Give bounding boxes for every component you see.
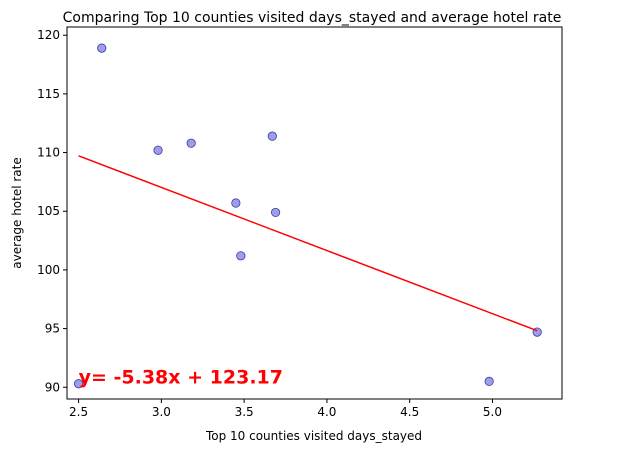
data-point [231,198,241,208]
y-tick-label: 120 [37,28,60,42]
y-axis: 90 95 100 105 110 115 120 [37,28,67,394]
x-tick-label: 4.5 [400,405,419,419]
y-tick-label: 110 [37,146,60,160]
x-tick-label: 5.0 [483,405,502,419]
data-point [97,43,107,53]
x-axis: 2.5 3.0 3.5 4.0 4.5 5.0 [69,399,502,419]
plot-area [73,43,542,389]
y-axis-title: average hotel rate [10,157,24,269]
x-tick-label: 3.5 [235,405,254,419]
data-point [270,207,281,218]
data-point [267,131,277,141]
x-tick-label: 3.0 [152,405,171,419]
chart-title: Comparing Top 10 counties visited days_s… [63,10,562,26]
y-tick-label: 100 [37,263,60,277]
plot-frame [66,26,563,400]
data-point [153,145,163,155]
x-tick-label: 4.0 [317,405,336,419]
y-tick-label: 105 [37,204,60,218]
x-axis-title: Top 10 counties visited days_stayed [205,429,422,443]
data-point [186,138,196,148]
y-tick-label: 90 [45,380,60,394]
x-tick-label: 2.5 [69,405,88,419]
data-point [484,376,494,386]
data-point [73,379,84,389]
y-tick-label: 115 [37,87,60,101]
regression-line [78,155,538,332]
y-tick-label: 95 [45,322,60,336]
data-point [236,251,246,261]
regression-equation-label: y= -5.38x + 123.17 [79,367,283,389]
